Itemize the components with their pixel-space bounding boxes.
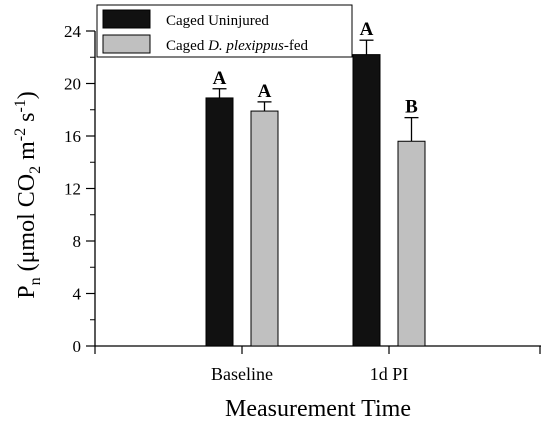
significance-label: B xyxy=(405,97,418,118)
y-axis-title-m: m xyxy=(14,141,40,166)
y-axis-title-base-sub: n xyxy=(27,277,44,285)
significance-label: A xyxy=(360,19,374,40)
y-axis-title-m-sup: -2 xyxy=(12,128,29,141)
axes xyxy=(94,31,541,347)
significance-label: A xyxy=(213,68,227,89)
y-axis-title-s-sup: -1 xyxy=(12,99,29,112)
y-tick-label: 4 xyxy=(73,285,82,304)
y-tick-label: 24 xyxy=(64,22,82,41)
y-axis-title-open: (μmol CO xyxy=(14,174,40,278)
legend-label-part-2: D. plexippus xyxy=(207,38,284,54)
legend: Caged Uninjured Caged D. plexippus-fed xyxy=(96,4,353,58)
legend-label-caged-plexippus-fed: Caged D. plexippus-fed xyxy=(166,38,309,54)
x-category-label: 1d PI xyxy=(370,364,409,384)
significance-label: A xyxy=(258,81,272,102)
y-axis-title-close: ) xyxy=(14,91,40,99)
y-ticks: 0 4 8 12 16 20 24 xyxy=(64,22,95,356)
legend-label-caged-uninjured: Caged Uninjured xyxy=(166,13,269,29)
y-axis-title-s: s xyxy=(14,113,40,128)
bar xyxy=(352,54,381,347)
y-axis-title-base: P xyxy=(14,285,40,298)
y-axis-title-co2-sub: 2 xyxy=(27,166,44,174)
y-tick-label: 0 xyxy=(73,337,82,356)
bars: A A A B xyxy=(205,19,426,347)
bar xyxy=(397,140,426,347)
x-category-labels: Baseline 1d PI xyxy=(94,346,541,384)
legend-label-part-1: Caged xyxy=(166,38,208,54)
legend-label-part-3: -fed xyxy=(284,38,309,54)
x-axis-title: Measurement Time xyxy=(225,396,411,421)
y-tick-label: 12 xyxy=(64,180,81,199)
y-tick-label: 8 xyxy=(73,232,82,251)
y-axis-title: Pn (μmol CO2 m-2 s-1) xyxy=(12,91,44,299)
legend-swatch-caged-plexippus-fed xyxy=(102,34,151,54)
bar xyxy=(250,110,279,347)
x-category-label: Baseline xyxy=(211,364,273,384)
y-tick-label: 20 xyxy=(64,75,81,94)
bar xyxy=(205,97,234,347)
y-tick-label: 16 xyxy=(64,127,81,146)
legend-swatch-caged-uninjured xyxy=(102,9,151,29)
